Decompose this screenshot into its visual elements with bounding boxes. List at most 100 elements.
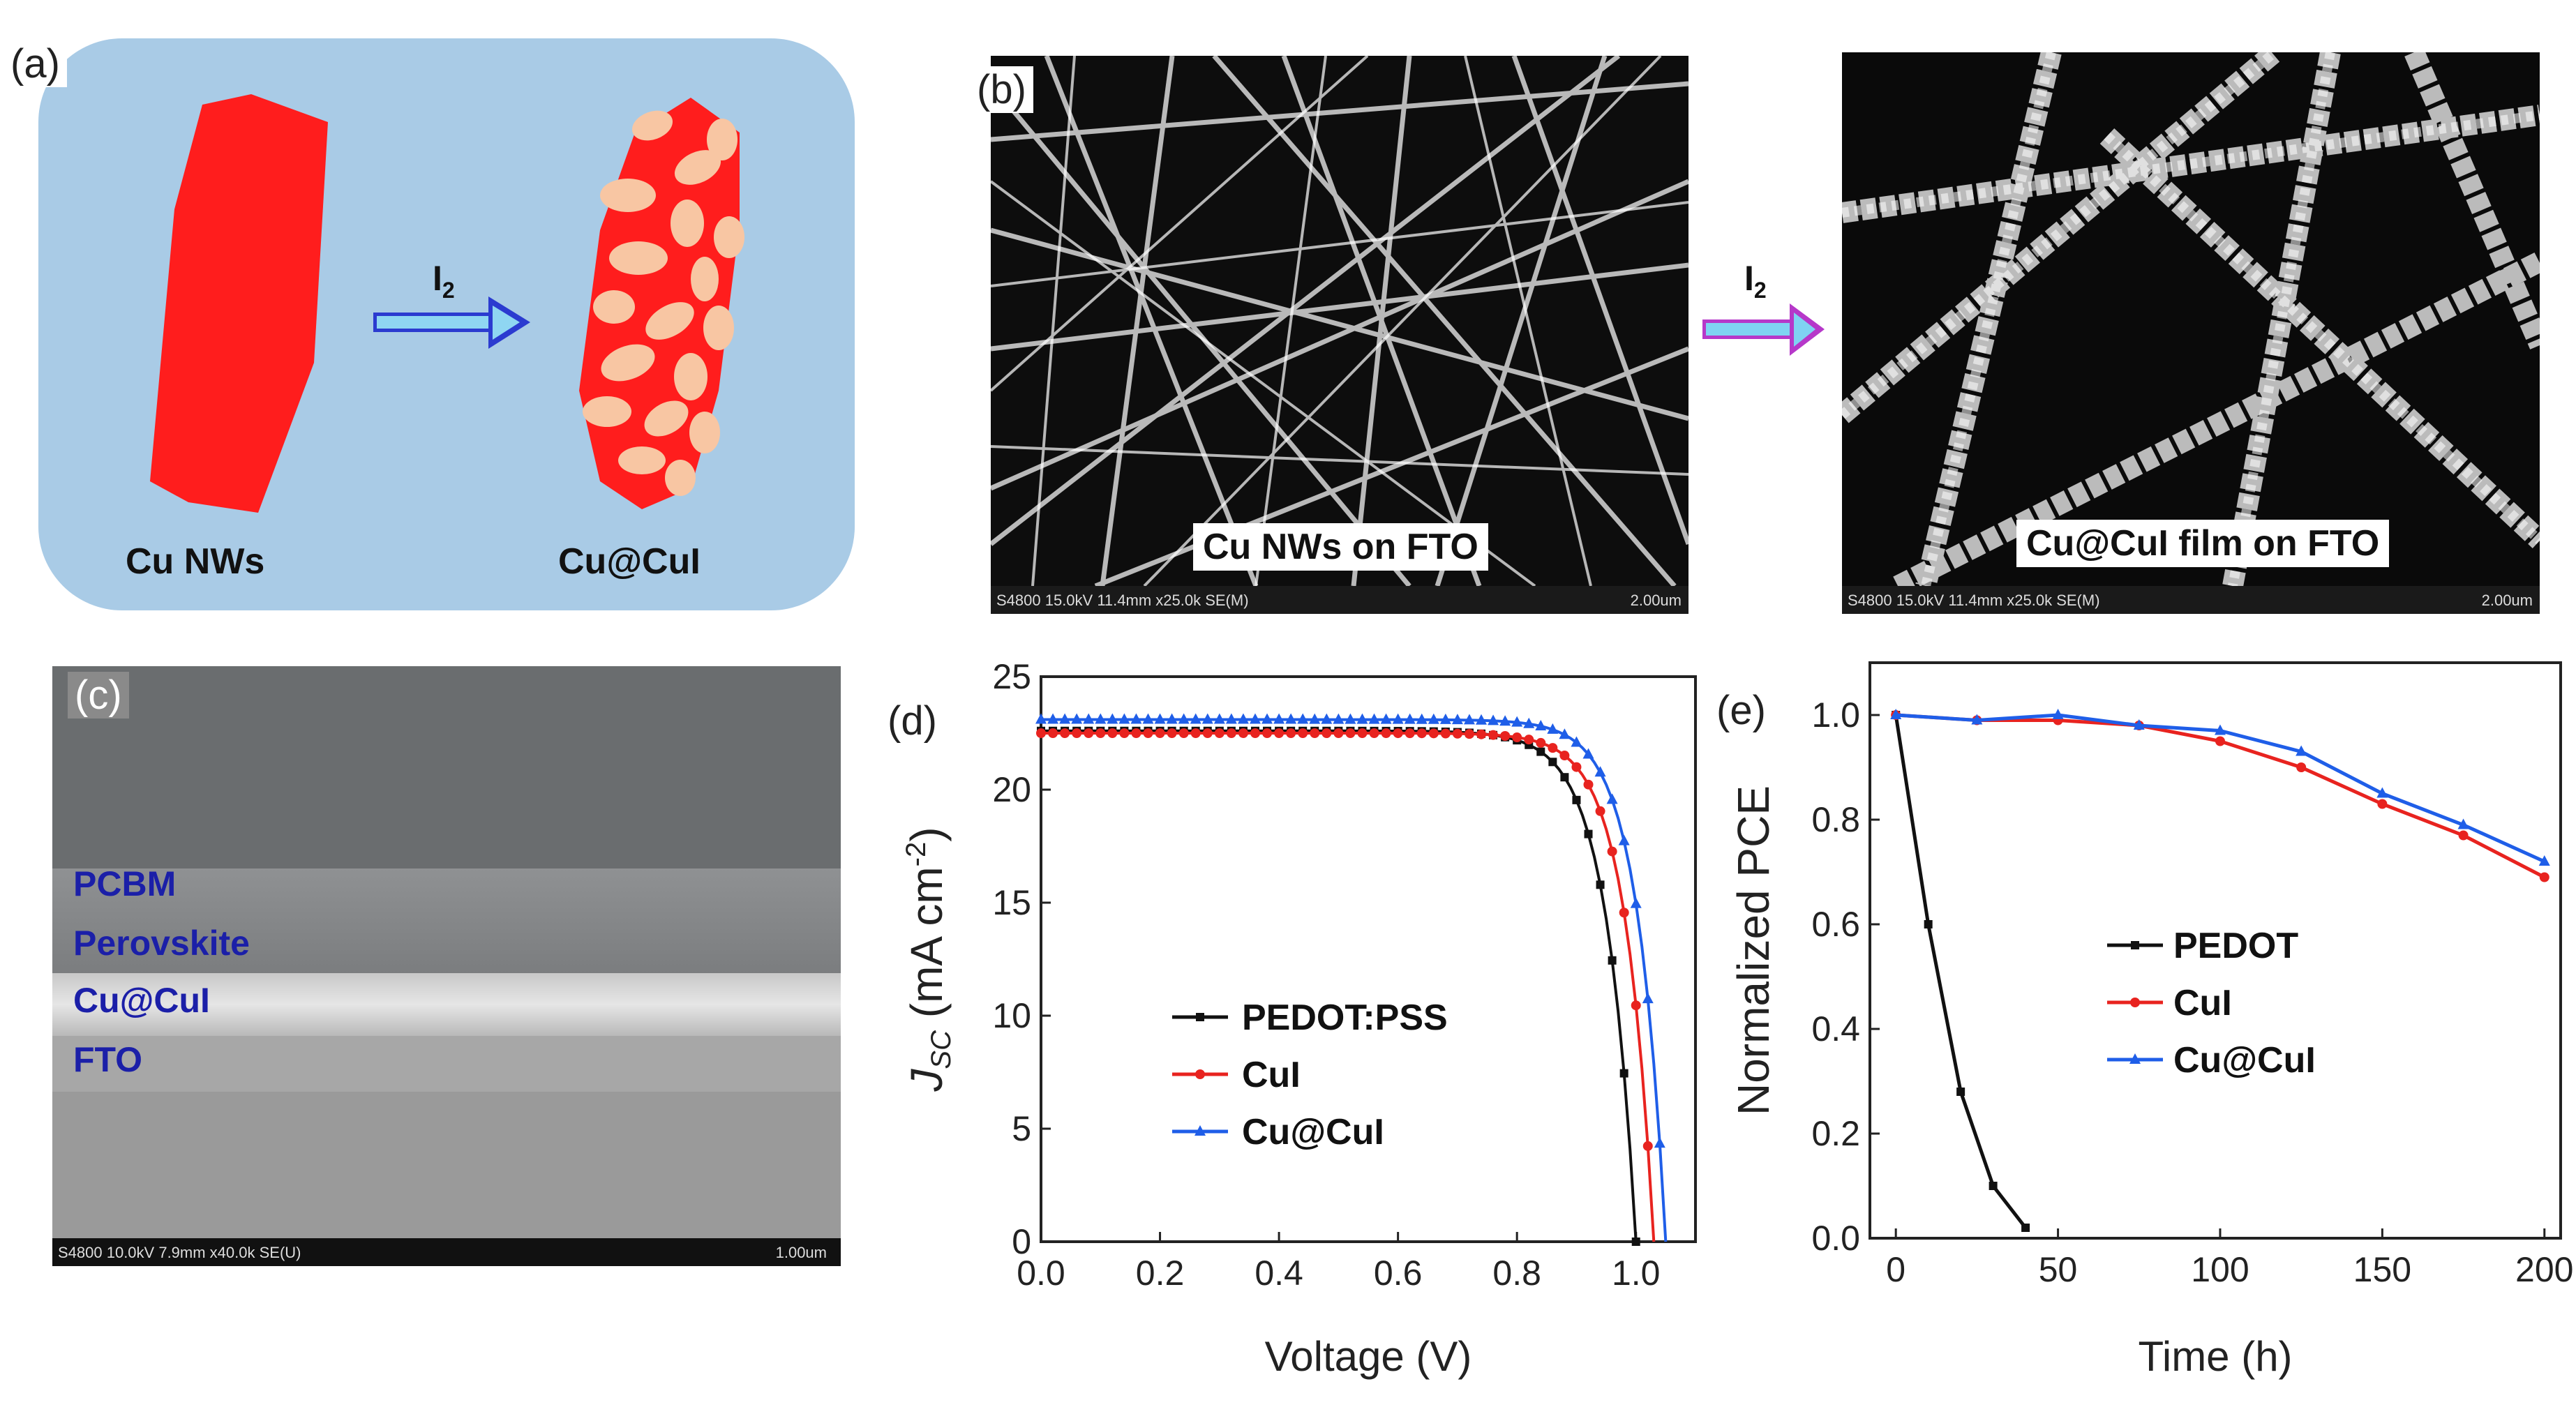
data-point xyxy=(1583,779,1594,790)
data-point xyxy=(1298,728,1308,739)
y-tick-label: 0 xyxy=(1012,1222,1031,1261)
legend-marker xyxy=(1196,1013,1204,1021)
data-point xyxy=(1464,729,1474,739)
sem-scale-c: 1.00um xyxy=(775,1244,827,1261)
data-point xyxy=(1261,713,1273,724)
y-tick-label: 20 xyxy=(992,770,1031,809)
data-point xyxy=(1559,751,1570,761)
data-point xyxy=(1166,713,1178,724)
y-tick-label: 1.0 xyxy=(1811,695,1860,735)
series-line xyxy=(1041,729,1638,1242)
panel-a-schematic xyxy=(38,38,855,610)
data-point xyxy=(1596,880,1605,889)
x-tick-label: 200 xyxy=(2515,1250,2573,1289)
x-axis-label: Voltage (V) xyxy=(1265,1333,1472,1380)
data-point xyxy=(1083,713,1095,724)
data-point xyxy=(1608,956,1617,965)
legend-marker xyxy=(1195,1125,1206,1136)
legend-label: Cu@CuI xyxy=(1242,1112,1384,1152)
data-point xyxy=(1202,728,1213,739)
data-point xyxy=(1154,713,1166,724)
data-point xyxy=(1381,728,1391,739)
data-point xyxy=(2296,745,2307,756)
data-point xyxy=(1178,713,1190,724)
plot-frame xyxy=(1869,661,2562,1240)
data-point xyxy=(2052,709,2064,719)
cu-nws-on-fto-caption: Cu NWs on FTO xyxy=(1193,523,1488,571)
data-point xyxy=(1619,1069,1628,1078)
data-point xyxy=(1523,717,1535,728)
data-point xyxy=(1607,846,1617,857)
data-point xyxy=(1297,713,1309,724)
series-pedot-pss: PEDOT:PSS xyxy=(1037,726,1640,1246)
data-point xyxy=(1500,730,1511,741)
data-point xyxy=(1142,713,1154,724)
data-point xyxy=(1333,728,1344,739)
data-point xyxy=(1167,728,1177,738)
data-point xyxy=(1512,732,1522,743)
data-point xyxy=(1428,713,1439,724)
legend-label: PEDOT:PSS xyxy=(1242,998,1448,1038)
y-axis-label: Normalized PCE xyxy=(1728,785,1779,1115)
panel-c: S4800 10.0kV 7.9mm x40.0k SE(U) 1.00um (… xyxy=(52,666,841,1266)
cu-cui-caption: Cu@CuI xyxy=(558,541,701,582)
x-tick-label: 0.0 xyxy=(1017,1254,1065,1293)
data-point xyxy=(1619,908,1629,918)
series-line xyxy=(1894,714,2028,1229)
y-tick-label: 0.8 xyxy=(1811,800,1860,839)
data-point xyxy=(1214,728,1225,739)
data-point xyxy=(2539,872,2549,882)
data-point xyxy=(1309,713,1321,724)
data-point xyxy=(1451,714,1463,725)
data-point xyxy=(1250,728,1260,739)
data-point xyxy=(1536,747,1545,756)
data-point xyxy=(1285,713,1297,724)
data-point xyxy=(1119,728,1130,738)
data-point xyxy=(1310,728,1320,739)
data-point xyxy=(1560,773,1569,782)
data-point xyxy=(1535,719,1547,730)
data-point xyxy=(1333,713,1345,724)
data-point xyxy=(1107,713,1118,724)
y-tick-label: 10 xyxy=(992,996,1031,1035)
sem-footer-info-c: S4800 10.0kV 7.9mm x40.0k SE(U) xyxy=(58,1244,301,1261)
panel-e: 0 50 100 150 200 0.0 0.2 0.4 0.6 0.8 1.0 PEDOT CuI Cu… xyxy=(1702,628,2576,1409)
x-tick-label: 0.6 xyxy=(1374,1254,1423,1293)
legend-label: PEDOT xyxy=(2173,926,2298,966)
y-tick-label: 0.6 xyxy=(1811,905,1860,944)
data-point xyxy=(1095,713,1107,724)
data-point xyxy=(1345,728,1356,739)
data-point xyxy=(1548,758,1557,767)
data-point xyxy=(1971,714,1983,725)
data-point xyxy=(1572,795,1581,804)
data-point xyxy=(1273,713,1285,724)
data-point xyxy=(1190,728,1201,739)
data-point xyxy=(1286,728,1296,739)
data-point xyxy=(1095,728,1106,738)
data-point xyxy=(1452,728,1462,739)
legend-marker xyxy=(2130,998,2140,1007)
y-tick-label: 15 xyxy=(992,883,1031,922)
data-point xyxy=(1524,735,1534,745)
panel-b-letter: (b) xyxy=(970,66,1033,113)
data-point xyxy=(1321,728,1332,739)
layer-label-pcbm: PCBM xyxy=(73,864,177,903)
data-point xyxy=(1380,713,1392,724)
data-point xyxy=(1582,748,1594,759)
arrow-label-i2-a: I2 xyxy=(433,259,455,303)
data-point xyxy=(1989,1182,1998,1190)
data-point xyxy=(1071,713,1083,724)
data-point xyxy=(1274,728,1285,739)
legend-label: Cu@CuI xyxy=(2173,1040,2316,1081)
data-point xyxy=(1392,713,1404,724)
data-point xyxy=(1357,728,1368,739)
data-point xyxy=(2376,787,2388,798)
sem-scale-left: 2.00um xyxy=(1630,592,1682,609)
data-point xyxy=(1201,713,1213,724)
panel-e-letter: (e) xyxy=(1716,688,1766,733)
data-point xyxy=(1225,713,1237,724)
panel-a-letter: (a) xyxy=(3,40,67,87)
data-point xyxy=(1571,762,1582,772)
sem-footer-info-left: S4800 15.0kV 11.4mm x25.0k SE(M) xyxy=(996,592,1249,609)
data-point xyxy=(1072,728,1082,738)
